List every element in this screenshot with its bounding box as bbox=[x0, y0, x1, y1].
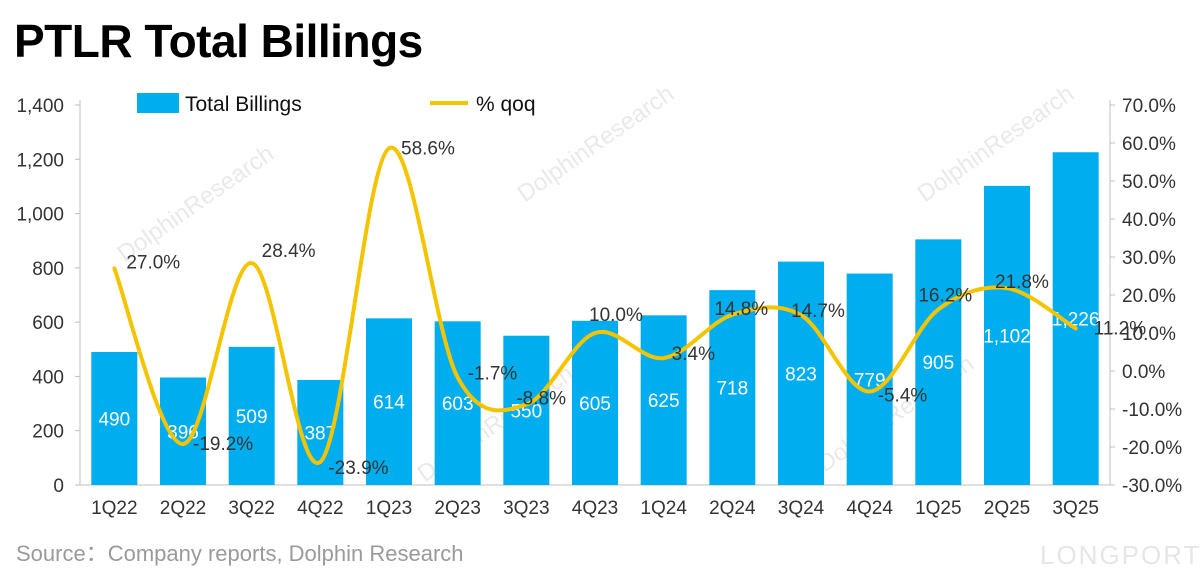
bar-4Q23 bbox=[572, 320, 618, 485]
right-tick-label: -10.0% bbox=[1122, 400, 1182, 421]
qoq-point-1Q25 bbox=[936, 307, 940, 311]
qoq-value-label: -1.7% bbox=[468, 363, 518, 384]
qoq-point-3Q23 bbox=[524, 402, 528, 406]
qoq-point-3Q25 bbox=[1074, 326, 1078, 330]
qoq-value-label: 14.7% bbox=[791, 301, 845, 322]
bar-value-label: 614 bbox=[373, 393, 405, 414]
qoq-point-1Q22 bbox=[112, 266, 116, 270]
qoq-point-4Q23 bbox=[593, 331, 597, 335]
qoq-value-label: 21.8% bbox=[995, 272, 1049, 293]
x-tick-label: 3Q23 bbox=[503, 498, 549, 519]
qoq-point-3Q24 bbox=[799, 313, 803, 317]
bar-4Q24 bbox=[846, 273, 893, 485]
qoq-value-label: 58.6% bbox=[401, 138, 455, 159]
left-tick-label: 0 bbox=[53, 476, 64, 497]
background-watermark-0: DolphinResearch bbox=[113, 140, 279, 268]
longport-watermark: LONGPORT bbox=[1040, 540, 1202, 570]
x-tick-label: 4Q24 bbox=[846, 498, 893, 519]
right-tick-label: -30.0% bbox=[1122, 476, 1182, 497]
x-tick-label: 3Q24 bbox=[778, 498, 825, 519]
bar-value-label: 605 bbox=[579, 394, 611, 415]
bar-1Q22 bbox=[91, 352, 138, 485]
bar-1Q25 bbox=[915, 239, 962, 485]
qoq-point-2Q23 bbox=[456, 375, 460, 379]
bar-value-label: 1,226 bbox=[1052, 310, 1100, 331]
x-tick-label: 1Q22 bbox=[91, 498, 137, 519]
x-tick-label: 1Q25 bbox=[915, 498, 961, 519]
qoq-point-2Q25 bbox=[1005, 286, 1009, 290]
bar-1Q24 bbox=[640, 315, 687, 485]
qoq-value-label: -5.4% bbox=[878, 386, 928, 407]
qoq-value-label: 11.2% bbox=[1094, 318, 1147, 339]
right-tick-label: 60.0% bbox=[1122, 134, 1176, 155]
bar-value-label: 779 bbox=[854, 370, 886, 391]
x-tick-label: 2Q25 bbox=[984, 498, 1030, 519]
left-tick-label: 800 bbox=[32, 259, 64, 280]
qoq-value-label: -23.9% bbox=[328, 458, 388, 479]
bar-value-label: 603 bbox=[442, 394, 474, 415]
qoq-value-label: 10.0% bbox=[589, 305, 643, 326]
bar-value-label: 490 bbox=[98, 410, 130, 431]
right-tick-label: 50.0% bbox=[1122, 172, 1176, 193]
bar-3Q22 bbox=[228, 346, 275, 485]
right-tick-label: -20.0% bbox=[1122, 438, 1182, 459]
qoq-value-label: 14.8% bbox=[714, 299, 768, 320]
left-tick-label: 1,000 bbox=[16, 205, 64, 226]
x-tick-label: 2Q24 bbox=[709, 498, 756, 519]
bar-value-label: 905 bbox=[922, 353, 954, 374]
qoq-point-1Q24 bbox=[662, 356, 666, 360]
legend-label-qoq: % qoq bbox=[476, 93, 536, 116]
left-tick-label: 1,200 bbox=[16, 150, 64, 171]
left-tick-label: 600 bbox=[32, 313, 64, 334]
qoq-value-label: 3.4% bbox=[672, 344, 715, 365]
right-tick-label: 30.0% bbox=[1122, 248, 1176, 269]
right-tick-label: 10.0% bbox=[1122, 324, 1176, 345]
bar-value-label: 718 bbox=[716, 379, 748, 400]
qoq-value-label: -19.2% bbox=[193, 434, 253, 455]
qoq-point-1Q23 bbox=[387, 146, 391, 150]
x-tick-label: 4Q23 bbox=[572, 498, 618, 519]
x-tick-label: 2Q22 bbox=[160, 498, 206, 519]
bar-value-label: 625 bbox=[648, 391, 680, 412]
x-tick-label: 1Q24 bbox=[640, 498, 687, 519]
qoq-point-2Q24 bbox=[730, 313, 734, 317]
qoq-point-3Q22 bbox=[250, 261, 254, 265]
bar-2Q25 bbox=[984, 185, 1030, 485]
legend-swatch-total-billings bbox=[137, 93, 179, 113]
bar-value-label: 823 bbox=[785, 364, 817, 385]
qoq-value-label: -8.8% bbox=[516, 388, 566, 409]
right-tick-label: 20.0% bbox=[1122, 286, 1176, 307]
left-tick-label: 200 bbox=[32, 422, 64, 443]
bar-value-label: 1,102 bbox=[983, 326, 1031, 347]
x-tick-label: 1Q23 bbox=[366, 498, 412, 519]
qoq-point-4Q24 bbox=[868, 390, 872, 394]
bar-3Q24 bbox=[778, 261, 824, 485]
left-tick-label: 1,400 bbox=[16, 96, 64, 117]
x-tick-label: 4Q22 bbox=[297, 498, 343, 519]
qoq-value-label: 28.4% bbox=[262, 241, 316, 262]
left-tick-label: 400 bbox=[32, 367, 64, 388]
source-note: Source：Company reports, Dolphin Research bbox=[16, 541, 464, 566]
right-tick-label: 70.0% bbox=[1122, 96, 1176, 117]
legend-label-total-billings: Total Billings bbox=[185, 93, 302, 116]
bar-2Q23 bbox=[434, 321, 481, 485]
qoq-point-2Q22 bbox=[181, 442, 185, 446]
bar-1Q23 bbox=[366, 318, 412, 485]
bar-value-label: 509 bbox=[236, 407, 268, 428]
qoq-value-label: 27.0% bbox=[126, 252, 180, 273]
x-tick-label: 3Q25 bbox=[1052, 498, 1098, 519]
right-tick-label: 40.0% bbox=[1122, 210, 1176, 231]
x-tick-label: 3Q22 bbox=[228, 498, 274, 519]
background-watermark-1: DolphinResearch bbox=[513, 80, 679, 208]
right-tick-label: 0.0% bbox=[1122, 362, 1165, 383]
bar-4Q22 bbox=[297, 379, 344, 485]
qoq-value-label: 16.2% bbox=[918, 285, 972, 306]
chart-title: PTLR Total Billings bbox=[14, 15, 423, 67]
x-tick-label: 2Q23 bbox=[434, 498, 480, 519]
qoq-point-4Q22 bbox=[318, 460, 322, 464]
